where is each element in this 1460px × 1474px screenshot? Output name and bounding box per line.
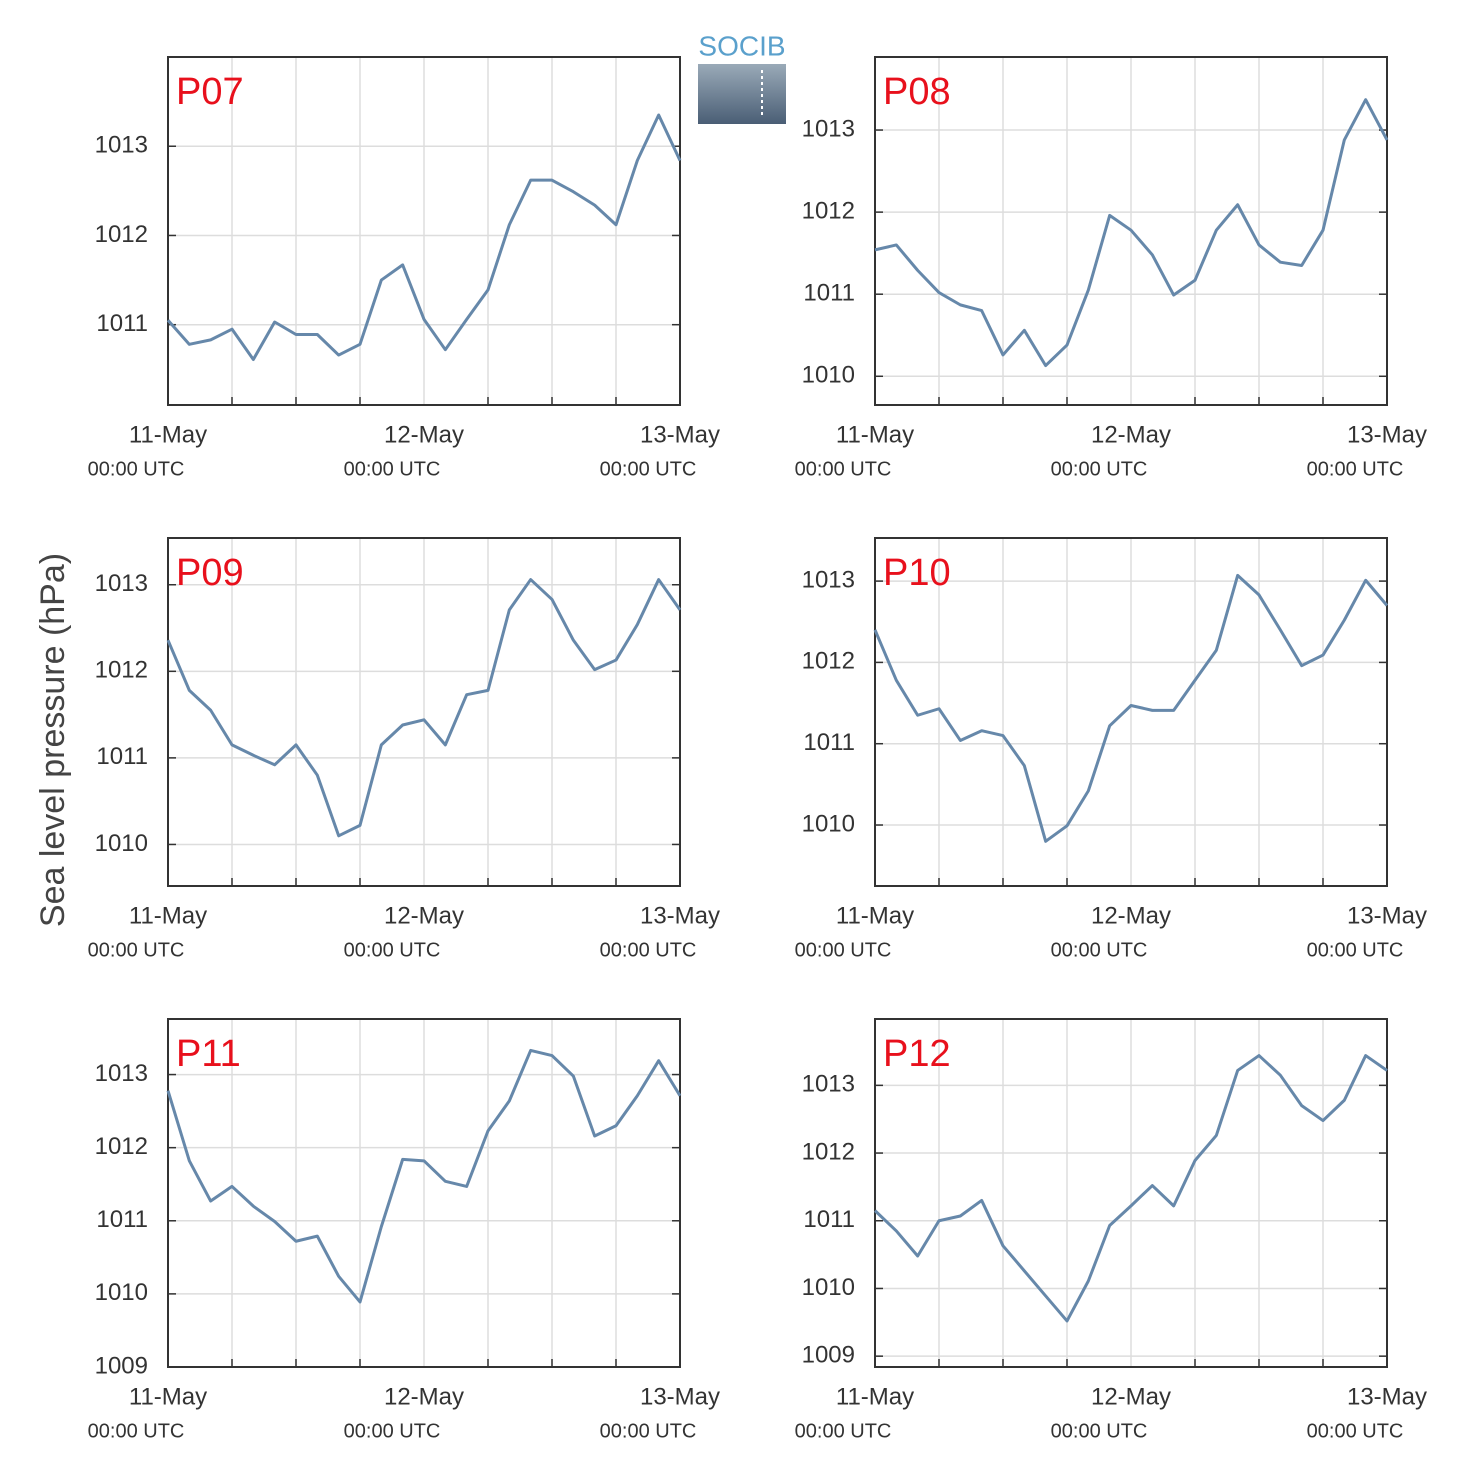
y-tick-label: 1011 xyxy=(803,280,855,307)
data-line xyxy=(166,113,682,361)
plot-frame xyxy=(167,56,681,406)
x-tick-sublabel: 00:00 UTC xyxy=(795,939,892,961)
y-axis-label: Sea level pressure (hPa) xyxy=(34,553,72,927)
plot-frame xyxy=(167,1018,681,1368)
x-tick-label: 11-May xyxy=(836,902,914,929)
x-tick-label: 11-May xyxy=(129,1383,207,1410)
plot-frame xyxy=(167,537,681,887)
x-tick-label: 12-May xyxy=(1091,1383,1171,1410)
x-tick-label: 12-May xyxy=(384,902,464,929)
x-tick-sublabel: 00:00 UTC xyxy=(1307,1420,1404,1442)
data-line xyxy=(166,1048,682,1304)
y-tick-label: 1013 xyxy=(802,1071,855,1098)
y-tick-label: 1009 xyxy=(802,1342,855,1369)
x-tick-label: 13-May xyxy=(1347,1383,1427,1410)
plot-frame xyxy=(874,56,1388,406)
y-tick-label: 1012 xyxy=(95,1133,148,1160)
x-tick-sublabel: 00:00 UTC xyxy=(795,458,892,480)
x-tick-sublabel: 00:00 UTC xyxy=(1307,939,1404,961)
x-tick-label: 13-May xyxy=(640,902,720,929)
x-tick-label: 12-May xyxy=(1091,902,1171,929)
y-tick-label: 1011 xyxy=(96,310,148,337)
subplot-title: P07 xyxy=(176,71,244,113)
x-tick-sublabel: 00:00 UTC xyxy=(88,939,185,961)
x-tick-label: 12-May xyxy=(1091,421,1171,448)
logo-text: SOCIB xyxy=(698,30,785,61)
subplot: 11-May 00:00 UTC 12-May 00:00 UTC 13-May 00:0… xyxy=(795,1018,1427,1442)
data-line xyxy=(166,578,682,838)
y-tick-label: 1012 xyxy=(95,221,148,248)
y-tick-label: 1010 xyxy=(95,830,148,857)
subplot-title: P10 xyxy=(883,552,951,594)
subplot-title: P11 xyxy=(176,1033,241,1075)
x-tick-label: 13-May xyxy=(640,421,720,448)
plot-frame xyxy=(874,537,1388,887)
subplot: 11-May 00:00 UTC 12-May 00:00 UTC 13-May 00:0… xyxy=(88,1018,720,1442)
x-tick-label: 11-May xyxy=(836,1383,914,1410)
data-line xyxy=(874,98,1389,368)
x-tick-sublabel: 00:00 UTC xyxy=(600,1420,697,1442)
plot-frame xyxy=(874,1018,1388,1368)
y-tick-label: 1012 xyxy=(802,197,855,224)
y-tick-label: 1013 xyxy=(802,566,855,593)
data-line xyxy=(873,573,1389,843)
x-tick-sublabel: 00:00 UTC xyxy=(795,1420,892,1442)
y-tick-label: 1011 xyxy=(96,1206,148,1233)
y-tick-label: 1010 xyxy=(802,810,855,837)
x-tick-sublabel: 00:00 UTC xyxy=(1051,458,1148,480)
x-tick-label: 13-May xyxy=(1347,421,1427,448)
logo-wave xyxy=(698,64,786,124)
y-tick-label: 1010 xyxy=(95,1279,148,1306)
x-tick-label: 11-May xyxy=(129,421,207,448)
y-tick-label: 1010 xyxy=(802,1274,855,1301)
x-tick-sublabel: 00:00 UTC xyxy=(1051,939,1148,961)
subplot: 11-May 00:00 UTC 12-May 00:00 UTC 13-May 00:0… xyxy=(88,537,720,961)
data-line xyxy=(873,1054,1388,1323)
x-tick-label: 11-May xyxy=(129,902,207,929)
x-tick-sublabel: 00:00 UTC xyxy=(600,458,697,480)
x-tick-label: 12-May xyxy=(384,421,464,448)
y-tick-label: 1009 xyxy=(95,1352,148,1379)
x-tick-sublabel: 00:00 UTC xyxy=(88,458,185,480)
y-tick-label: 1011 xyxy=(96,743,148,770)
x-tick-sublabel: 00:00 UTC xyxy=(344,458,441,480)
subplot-title: P12 xyxy=(883,1033,951,1075)
subplot-title: P08 xyxy=(883,71,951,113)
x-tick-sublabel: 00:00 UTC xyxy=(1051,1420,1148,1442)
x-tick-label: 11-May xyxy=(836,421,914,448)
x-tick-sublabel: 00:00 UTC xyxy=(344,939,441,961)
y-tick-label: 1012 xyxy=(802,648,855,675)
y-tick-label: 1010 xyxy=(802,362,855,389)
x-tick-sublabel: 00:00 UTC xyxy=(1307,458,1404,480)
subplot: 11-May 00:00 UTC 12-May 00:00 UTC 13-May 00:0… xyxy=(795,56,1427,480)
y-tick-label: 1013 xyxy=(95,570,148,597)
subplot-title: P09 xyxy=(176,552,244,594)
y-tick-label: 1011 xyxy=(803,729,855,756)
x-tick-sublabel: 00:00 UTC xyxy=(600,939,697,961)
x-tick-label: 12-May xyxy=(384,1383,464,1410)
y-tick-label: 1013 xyxy=(95,1060,148,1087)
x-tick-label: 13-May xyxy=(640,1383,720,1410)
logo: SOCIB xyxy=(698,30,786,124)
x-tick-sublabel: 00:00 UTC xyxy=(344,1420,441,1442)
y-tick-label: 1013 xyxy=(95,132,148,159)
x-tick-label: 13-May xyxy=(1347,902,1427,929)
x-tick-sublabel: 00:00 UTC xyxy=(88,1420,185,1442)
y-tick-label: 1011 xyxy=(803,1206,855,1233)
y-tick-label: 1012 xyxy=(802,1138,855,1165)
y-tick-label: 1013 xyxy=(802,115,855,142)
y-tick-label: 1012 xyxy=(95,657,148,684)
subplot: 11-May 00:00 UTC 12-May 00:00 UTC 13-May 00:0… xyxy=(795,537,1427,961)
subplot: 11-May 00:00 UTC 12-May 00:00 UTC 13-May 00:0… xyxy=(88,56,720,480)
